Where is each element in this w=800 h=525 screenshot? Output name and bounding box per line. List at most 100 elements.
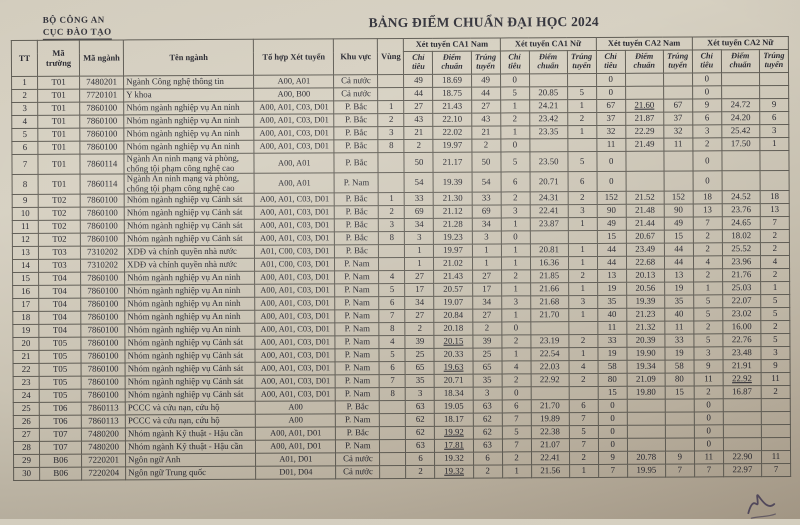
col-header-tt: TT	[11, 40, 38, 77]
cell-ca2-nu-chi-tieu: 0	[694, 398, 724, 412]
cell-ca2-nu-chi-tieu: 2	[693, 268, 723, 282]
cell-ca2-nu-diem-chuan: 25.42	[721, 124, 760, 138]
subcol-header-ca2-nam-trung-tuyen: Trúng tuyển	[663, 49, 693, 74]
cell-ca2-nam-trung-tuyen: 40	[664, 307, 694, 322]
cell-ca2-nu-diem-chuan: 16.00	[722, 320, 761, 334]
cell-vung	[379, 413, 406, 427]
cell-ca2-nam-chi-tieu: 15	[597, 230, 627, 244]
letterhead: BỘ CÔNG AN CỤC ĐÀO TẠO	[43, 14, 112, 41]
cell-ca2-nam-trung-tuyen: 19	[664, 281, 694, 296]
cell-ca2-nam-chi-tieu: 0	[596, 73, 626, 87]
cell-ma-truong: T01	[37, 115, 80, 129]
cell-khu-vuc: P. Nam	[335, 309, 380, 323]
cell-ca1-nu-chi-tieu: 7	[502, 438, 532, 452]
cell-ca2-nam-trung-tuyen	[665, 437, 695, 452]
cell-ca2-nu-chi-tieu: 11	[693, 372, 723, 386]
cell-ten-nganh: Nhóm ngành nghiệp vụ An ninh	[124, 140, 255, 154]
cell-ca1-nam-chi-tieu: 2	[404, 139, 434, 153]
cell-ca1-nu-chi-tieu: 1	[501, 256, 531, 270]
cell-ma-truong: B06	[39, 454, 82, 468]
cell-ca2-nam-chi-tieu: 32	[596, 125, 626, 139]
cell-to-hop: A00	[255, 400, 336, 415]
cell-khu-vuc: Cả nước	[335, 465, 381, 479]
cell-ca2-nu-trung-tuyen: 3	[759, 124, 789, 138]
cell-ca2-nu-chi-tieu: 0	[692, 85, 722, 99]
cell-ca2-nu-diem-chuan: 24.20	[721, 111, 760, 125]
cell-ten-nganh: Nhóm ngành nghiệp vụ An ninh	[123, 101, 255, 115]
cell-ca2-nam-trung-tuyen: 15	[664, 385, 695, 400]
cell-vung: 3	[378, 126, 405, 140]
cell-ten-nganh: Nhóm ngành nghiệp vụ Cảnh sát	[125, 388, 256, 402]
cell-ca1-nam-trung-tuyen: 54	[471, 171, 501, 193]
cell-ca1-nam-chi-tieu: 49	[403, 74, 434, 88]
col-header-ma-nganh: Mã ngành	[79, 39, 124, 77]
cell-ten-nganh: Nhóm ngành nghiệp vụ An ninh	[124, 310, 256, 324]
cell-ca2-nu-chi-tieu: 18	[692, 190, 723, 204]
cell-ca1-nam-diem-chuan: 22.02	[433, 126, 472, 140]
cell-ca2-nu-chi-tieu: 4	[693, 255, 723, 269]
cell-vung	[378, 152, 405, 173]
cell-ca1-nu-chi-tieu: 2	[500, 191, 530, 205]
col-header-ma-truong: Mã trường	[37, 40, 80, 77]
cell-ca1-nu-trung-tuyen: 1	[567, 125, 597, 139]
cell-ten-nganh: Ngành Công nghệ thông tin	[123, 75, 254, 89]
cell-ca1-nu-diem-chuan: 23.50	[529, 151, 568, 172]
cell-ca1-nu-diem-chuan: 22.03	[530, 360, 569, 374]
cell-ca1-nam-diem-chuan: 18.17	[434, 413, 473, 427]
cell-ca2-nu-diem-chuan: 22.90	[723, 450, 762, 464]
cell-ca2-nu-chi-tieu: 11	[694, 450, 724, 464]
cell-ma-nganh: 7860100	[81, 388, 126, 403]
cell-ca2-nu-trung-tuyen: 11	[760, 372, 791, 386]
cell-ten-nganh: Nhóm ngành nghiệp vụ Cảnh sát	[124, 193, 255, 207]
cell-ca2-nu-chi-tieu: 9	[692, 98, 722, 112]
cell-ma-truong: T05	[39, 376, 82, 390]
cell-ma-truong: T02	[38, 207, 81, 221]
cell-vung	[380, 465, 407, 479]
cell-ten-nganh: Nhóm ngành nghiệp vụ An ninh	[124, 297, 256, 311]
cell-ca2-nam-chi-tieu: 33	[597, 334, 627, 348]
cell-ca1-nam-diem-chuan: 20.71	[434, 374, 473, 388]
cell-ma-nganh: 7860100	[81, 362, 126, 377]
cell-ca2-nam-diem-chuan: 19.34	[626, 360, 665, 374]
cell-khu-vuc: P. Bắc	[334, 152, 379, 173]
cell-ca2-nam-diem-chuan: 21.32	[626, 321, 665, 335]
cell-khu-vuc: P. Nam	[334, 257, 379, 271]
cell-ca1-nu-chi-tieu: 1	[501, 308, 531, 322]
cell-khu-vuc: Cả nước	[333, 74, 379, 88]
cell-ca1-nu-diem-chuan: 23.42	[529, 112, 568, 126]
cell-tt: 4	[11, 115, 38, 129]
cell-ten-nganh: PCCC và cứu nạn, cứu hộ	[125, 401, 256, 415]
cell-to-hop: A00, A01, C03, D01	[254, 192, 335, 207]
cell-ten-nganh: Nhóm ngành nghiệp vụ Cảnh sát	[124, 206, 255, 220]
cell-ma-nganh: 7860100	[80, 284, 125, 299]
cell-ca1-nam-diem-chuan: 21.17	[433, 152, 472, 173]
cell-ca2-nam-chi-tieu: 40	[597, 308, 627, 322]
cell-vung	[377, 74, 405, 88]
cell-ca1-nam-chi-tieu: 3	[404, 231, 434, 245]
cell-ca1-nu-trung-tuyen: 2	[568, 373, 598, 387]
cell-ten-nganh: Nhóm ngành nghiệp vụ An ninh	[124, 271, 255, 285]
cell-ten-nganh: Ngành An ninh mạng và phòng, chống tội p…	[124, 173, 255, 194]
cell-ca1-nu-chi-tieu: 6	[500, 171, 530, 192]
cell-ca1-nu-trung-tuyen: 5	[569, 425, 599, 439]
cell-ca1-nam-trung-tuyen: 43	[471, 112, 501, 127]
cell-ca2-nam-chi-tieu: 7	[598, 464, 628, 478]
cell-tt: 6	[11, 141, 38, 155]
cell-vung	[379, 439, 406, 453]
cell-ca1-nu-chi-tieu: 5	[500, 86, 530, 100]
cell-ca2-nam-trung-tuyen: 19	[664, 346, 694, 361]
cell-ca1-nu-chi-tieu: 4	[501, 360, 531, 374]
cell-ca2-nam-trung-tuyen: 35	[664, 294, 694, 309]
cell-khu-vuc: P. Bắc	[334, 244, 379, 258]
cell-ca2-nam-chi-tieu: 80	[597, 373, 627, 387]
cell-ca1-nam-diem-chuan: 22.10	[433, 113, 472, 127]
cell-ten-nganh: Nhóm ngành nghiệp vụ Cảnh sát	[125, 336, 256, 350]
cell-khu-vuc: P. Nam	[335, 322, 380, 336]
cell-vung: 1	[378, 192, 405, 206]
cell-khu-vuc: P. Bắc	[334, 100, 379, 114]
cell-vung: 8	[379, 387, 406, 401]
cell-to-hop: A01, D01	[255, 452, 336, 467]
cell-tt: 11	[12, 220, 39, 234]
cell-ca1-nu-trung-tuyen: 6	[567, 171, 597, 192]
